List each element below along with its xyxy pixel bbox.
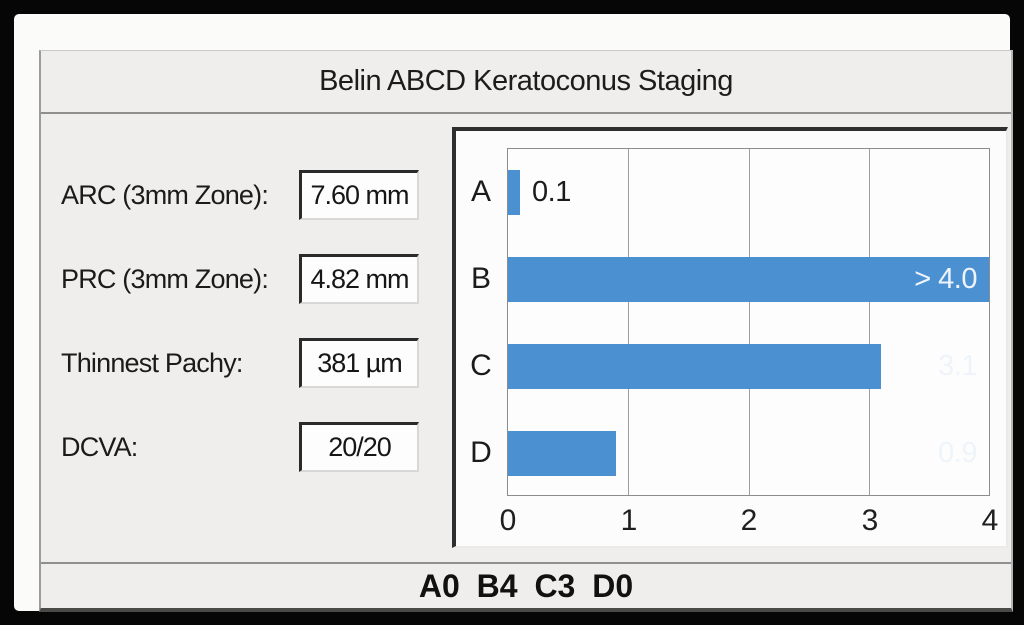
bar-row-c: 3.1 — [508, 323, 989, 410]
prc-label: PRC (3mm Zone): — [61, 263, 269, 294]
thinnest-pachy-value: 381 µm — [317, 348, 403, 378]
gridline-3 — [868, 149, 870, 495]
panel-header: Belin ABCD Keratoconus Staging — [41, 51, 1011, 112]
field-row-arc: ARC (3mm Zone): 7.60 mm — [41, 170, 451, 220]
page-title: Belin ABCD Keratoconus Staging — [319, 65, 733, 97]
category-label-b: B — [470, 261, 491, 295]
gridline-1 — [628, 149, 630, 495]
prc-value: 4.82 mm — [310, 264, 409, 294]
category-label-a: A — [470, 174, 491, 208]
bar-a-value-label: 0.1 — [532, 176, 571, 208]
bar-c-value-label: 3.1 — [938, 350, 977, 382]
category-label-c: C — [470, 348, 492, 382]
dcva-value: 20/20 — [328, 432, 392, 462]
field-row-thinnest-pachy: Thinnest Pachy: 381 µm — [41, 338, 451, 388]
bar-d-value-label: 0.9 — [938, 437, 977, 469]
plot-area: 0.1 > 4.0 3.1 0.9 — [507, 148, 990, 496]
bar-d — [508, 431, 617, 476]
bar-b — [508, 257, 989, 302]
arc-value: 7.60 mm — [310, 180, 409, 210]
bar-row-b: > 4.0 — [508, 236, 989, 323]
title-separator — [41, 112, 1011, 114]
bar-b-value-label: > 4.0 — [914, 263, 977, 295]
gridline-2 — [748, 149, 750, 495]
abcd-bar-chart: A B C D 0.1 > 4.0 — [452, 127, 1008, 548]
footer: A0 B4 C3 D0 — [41, 564, 1011, 609]
x-tick-4: 4 — [981, 504, 999, 537]
x-tick-3: 3 — [861, 504, 879, 537]
x-tick-0: 0 — [499, 504, 517, 537]
footer-separator — [41, 562, 1011, 564]
x-tick-1: 1 — [620, 504, 638, 537]
dcva-value-field[interactable]: 20/20 — [299, 422, 419, 472]
dcva-label: DCVA: — [61, 431, 138, 462]
arc-label: ARC (3mm Zone): — [61, 179, 269, 210]
bar-row-a: 0.1 — [508, 149, 989, 236]
thinnest-pachy-value-field[interactable]: 381 µm — [299, 338, 419, 388]
staging-summary: A0 B4 C3 D0 — [418, 568, 634, 604]
window-inner-margin: Belin ABCD Keratoconus Staging ARC (3mm … — [14, 14, 1013, 612]
keratoconus-staging-panel: Belin ABCD Keratoconus Staging ARC (3mm … — [39, 50, 1013, 612]
bar-row-d: 0.9 — [508, 410, 989, 497]
arc-value-field[interactable]: 7.60 mm — [299, 170, 419, 220]
x-tick-2: 2 — [740, 504, 758, 537]
field-row-prc: PRC (3mm Zone): 4.82 mm — [41, 254, 451, 304]
category-label-d: D — [470, 435, 492, 469]
field-row-dcva: DCVA: 20/20 — [41, 422, 451, 472]
thinnest-pachy-label: Thinnest Pachy: — [61, 347, 243, 378]
prc-value-field[interactable]: 4.82 mm — [299, 254, 419, 304]
bar-a — [508, 170, 521, 215]
bar-c — [508, 344, 881, 389]
